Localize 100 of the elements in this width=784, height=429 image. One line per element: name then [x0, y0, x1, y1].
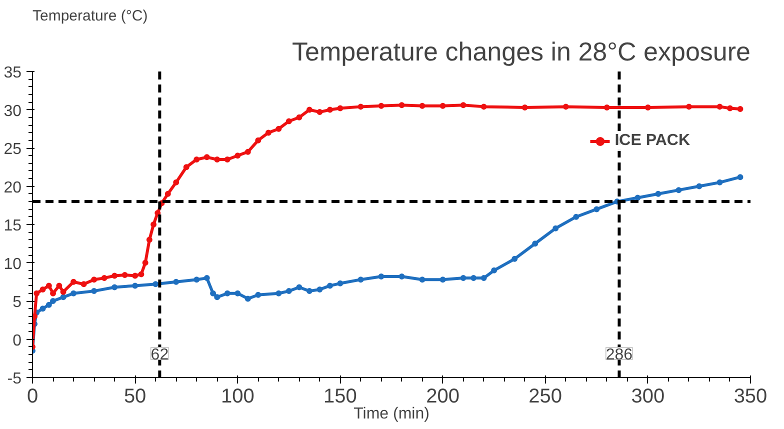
- point: [737, 174, 744, 180]
- y-tick-label: 25: [4, 141, 22, 158]
- point: [296, 114, 302, 120]
- point: [152, 281, 159, 288]
- point: [244, 296, 251, 302]
- point: [122, 272, 128, 278]
- point: [440, 102, 446, 109]
- point: [594, 206, 600, 212]
- y-tick-label: 10: [4, 256, 22, 273]
- point: [460, 102, 466, 108]
- point: [112, 272, 118, 279]
- point: [234, 152, 241, 159]
- y-axis-title: Temperature (°C): [32, 8, 148, 24]
- point: [34, 290, 40, 296]
- y-tick-label: 15: [4, 218, 22, 234]
- point: [173, 179, 180, 186]
- point: [552, 225, 559, 232]
- point: [50, 298, 56, 304]
- point: [604, 104, 610, 110]
- x-tick-label: 0: [26, 386, 38, 408]
- point: [150, 222, 157, 228]
- point: [255, 137, 262, 144]
- x-tick-label: 50: [124, 386, 146, 408]
- point: [286, 288, 292, 294]
- y-tick-label: -5: [7, 370, 22, 388]
- point: [91, 276, 98, 283]
- point: [358, 104, 364, 110]
- point: [132, 282, 138, 289]
- point: [56, 282, 62, 289]
- point: [183, 164, 190, 170]
- point: [480, 104, 487, 110]
- x-tick-label: 200: [426, 386, 460, 408]
- point: [101, 275, 108, 282]
- point: [296, 284, 302, 290]
- point: [50, 290, 56, 296]
- point: [60, 294, 66, 300]
- point: [306, 106, 312, 113]
- point: [112, 284, 118, 290]
- point: [337, 105, 344, 112]
- point: [234, 290, 241, 296]
- point: [214, 156, 220, 162]
- point: [726, 105, 733, 112]
- point: [512, 256, 518, 262]
- point: [91, 288, 98, 294]
- point: [522, 104, 528, 110]
- point: [173, 278, 180, 285]
- ref-line-label: 286: [606, 346, 633, 364]
- point: [80, 281, 87, 288]
- point: [164, 190, 171, 197]
- point: [480, 275, 487, 282]
- point: [142, 260, 148, 266]
- point: [419, 102, 426, 109]
- point: [224, 290, 230, 296]
- point: [676, 187, 682, 194]
- point: [210, 290, 216, 296]
- point: [573, 214, 580, 220]
- x-tick-label: 350: [734, 386, 768, 408]
- point: [32, 313, 38, 320]
- y-tick-label: 30: [4, 102, 22, 120]
- point: [326, 282, 333, 289]
- point: [244, 148, 251, 155]
- point: [224, 156, 230, 162]
- y-tick-label: 35: [4, 64, 22, 82]
- point: [132, 272, 138, 279]
- point: [316, 286, 323, 293]
- x-tick-label: 250: [528, 386, 562, 408]
- y-tick-label: 0: [12, 332, 22, 350]
- point: [655, 190, 662, 197]
- point: [532, 240, 538, 247]
- point: [316, 109, 323, 116]
- point: [194, 156, 200, 162]
- point: [46, 302, 52, 308]
- point: [138, 271, 144, 278]
- point: [337, 280, 344, 286]
- point: [46, 282, 52, 289]
- point: [194, 276, 200, 283]
- point: [644, 104, 651, 110]
- point: [716, 179, 723, 186]
- point: [358, 276, 364, 283]
- point: [491, 267, 498, 274]
- point: [204, 154, 210, 160]
- point: [60, 288, 66, 295]
- point: [40, 306, 46, 312]
- point: [460, 275, 466, 282]
- point: [419, 276, 426, 283]
- point: [265, 130, 272, 136]
- point: [70, 278, 77, 285]
- point: [146, 236, 152, 243]
- x-tick-label: 300: [631, 386, 665, 408]
- point: [398, 102, 405, 108]
- y-tick-label: 20: [4, 179, 22, 196]
- point: [737, 106, 744, 112]
- point: [378, 102, 384, 109]
- point: [286, 118, 292, 124]
- y-tick-label: 5: [12, 294, 22, 311]
- ref-line-label: 62: [150, 346, 169, 364]
- chart-title: Temperature changes in 28°C exposure: [292, 36, 751, 66]
- point: [398, 274, 405, 280]
- point: [378, 274, 384, 280]
- point: [696, 183, 702, 190]
